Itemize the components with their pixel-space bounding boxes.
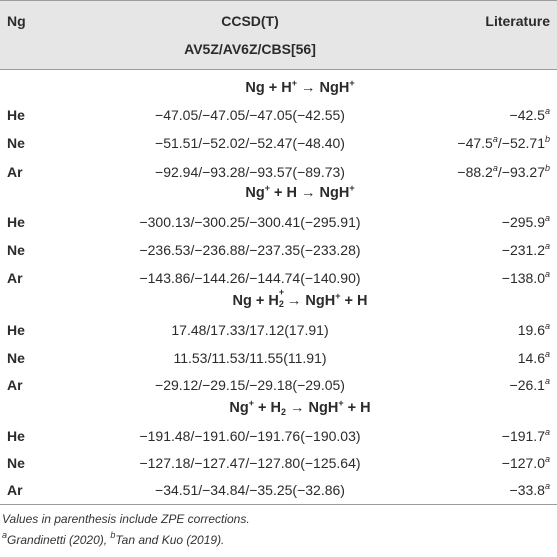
section-title: Ng + H+ → NgH+ [245,78,355,97]
table-row: He −191.48/−191.60/−191.76(−190.03) −191… [0,424,557,450]
section-title: Ng+ + H2 → NgH+ + H [229,398,371,417]
cell-ccsd: −51.51/−52.02/−52.47(−48.40) [155,135,345,151]
footnote-zpe: Values in parenthesis include ZPE correc… [2,512,250,526]
header-literature: Literature [485,13,550,29]
cell-ng: Ar [7,270,23,286]
cell-ccsd: −300.13/−300.25/−300.41(−295.91) [139,214,361,230]
cell-ng: He [7,428,25,444]
table-row: He 17.48/17.33/17.12(17.91) 19.6a [0,318,557,344]
cell-ccsd: 11.53/11.53/11.55(11.91) [173,350,327,366]
table-row: Ar −34.51/−34.84/−35.25(−32.86) −33.8a [0,478,557,504]
cell-ccsd: −236.53/−236.88/−237.35(−233.28) [139,242,361,258]
header-ccsd-line2: AV5Z/AV6Z/CBS[56] [184,41,316,57]
cell-ccsd: −92.94/−93.28/−93.57(−89.73) [155,164,345,180]
table-row: Ne 11.53/11.53/11.55(11.91) 14.6a [0,346,557,372]
cell-ng: Ne [7,242,25,258]
table-row: Ar −92.94/−93.28/−93.57(−89.73) −88.2a/−… [0,160,557,186]
section-title: Ng+ + H → NgH+ [245,183,355,202]
header-ng: Ng [7,13,26,29]
cell-ng: Ar [7,164,23,180]
cell-ng: Ar [7,377,23,393]
cell-literature: −47.5a/−52.71b [457,134,550,152]
section-title: Ng + H +2 → NgH+ + H [232,287,368,309]
cell-literature: 19.6a [517,321,550,339]
cell-ccsd: −127.18/−127.47/−127.80(−125.64) [139,455,361,471]
table-row: He −47.05/−47.05/−47.05(−42.55) −42.5a [0,103,557,129]
footnote-b-mark: b [110,530,116,540]
cell-literature: 14.6a [517,349,550,367]
bottom-rule [0,504,557,505]
table-header: Ng CCSD(T) AV5Z/AV6Z/CBS[56] Literature [0,0,557,70]
cell-ccsd: −29.12/−29.15/−29.18(−29.05) [155,377,345,393]
cell-ng: Ne [7,350,25,366]
footnote-a-mark: a [2,530,8,540]
table-row: Ar −143.86/−144.26/−144.74(−140.90) −138… [0,266,557,292]
cell-literature: −127.0a [501,454,550,472]
cell-ccsd: −143.86/−144.26/−144.74(−140.90) [139,270,361,286]
cell-ng: He [7,214,25,230]
cell-ccsd: 17.48/17.33/17.12(17.91) [171,322,329,338]
cell-literature: −88.2a/−93.27b [457,163,550,181]
table-row: Ar −29.12/−29.15/−29.18(−29.05) −26.1a [0,373,557,399]
footnote-b-text: Tan and Kuo (2019). [115,533,225,547]
cell-literature: −42.5a [509,106,550,124]
cell-literature: −191.7a [501,427,550,445]
cell-ccsd: −191.48/−191.60/−191.76(−190.03) [139,428,361,444]
footnote-a-text: Grandinetti (2020), [7,533,111,547]
cell-ng: Ar [7,482,23,498]
table-row: He −300.13/−300.25/−300.41(−295.91) −295… [0,210,557,236]
cell-ng: He [7,107,25,123]
footnote-references: aGrandinetti (2020), bTan and Kuo (2019)… [2,530,225,548]
cell-ccsd: −34.51/−34.84/−35.25(−32.86) [155,482,345,498]
cell-ccsd: −47.05/−47.05/−47.05(−42.55) [155,107,345,123]
table-row: Ne −127.18/−127.47/−127.80(−125.64) −127… [0,451,557,477]
cell-literature: −33.8a [509,481,550,499]
cell-literature: −231.2a [501,241,550,259]
cell-ng: Ne [7,135,25,151]
cell-literature: −138.0a [501,269,550,287]
table-row: Ne −236.53/−236.88/−237.35(−233.28) −231… [0,238,557,264]
cell-literature: −295.9a [501,213,550,231]
header-ccsd-line1: CCSD(T) [221,13,279,29]
cell-literature: −26.1a [509,376,550,394]
table-row: Ne −51.51/−52.02/−52.47(−48.40) −47.5a/−… [0,131,557,157]
cell-ng: Ne [7,455,25,471]
cell-ng: He [7,322,25,338]
